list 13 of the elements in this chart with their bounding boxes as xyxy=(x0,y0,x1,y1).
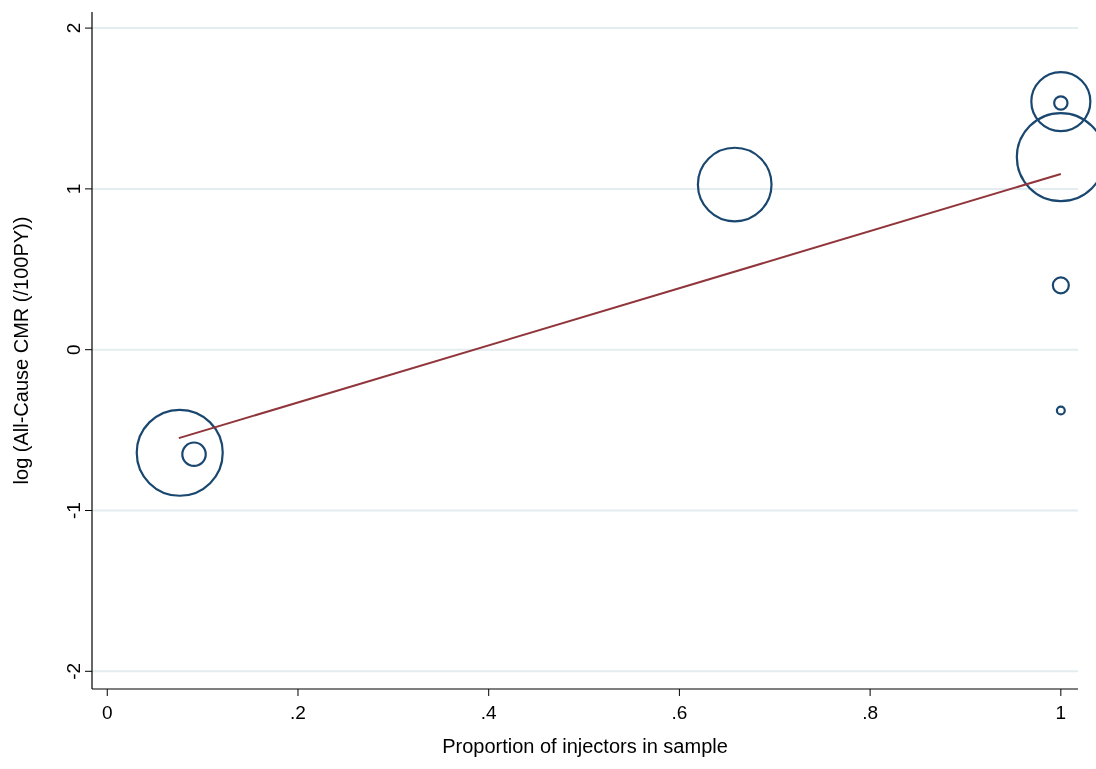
x-tick-label: .4 xyxy=(480,702,498,723)
y-tick-label: 0 xyxy=(63,344,84,355)
x-tick-label: .6 xyxy=(671,702,688,723)
y-tick-label: -2 xyxy=(63,662,84,680)
x-tick-label: 1 xyxy=(1055,702,1067,723)
x-tick-label: .2 xyxy=(290,702,306,723)
x-tick-label: 0 xyxy=(101,702,113,723)
y-tick-label: -1 xyxy=(63,502,84,519)
y-tick-label: 2 xyxy=(63,22,84,34)
y-tick-label: 1 xyxy=(63,183,84,195)
x-axis-title: Proportion of injectors in sample xyxy=(442,735,728,757)
x-tick-label: .8 xyxy=(862,702,879,723)
y-axis-title: log (All-Cause CMR (/100PY)) xyxy=(10,216,32,485)
